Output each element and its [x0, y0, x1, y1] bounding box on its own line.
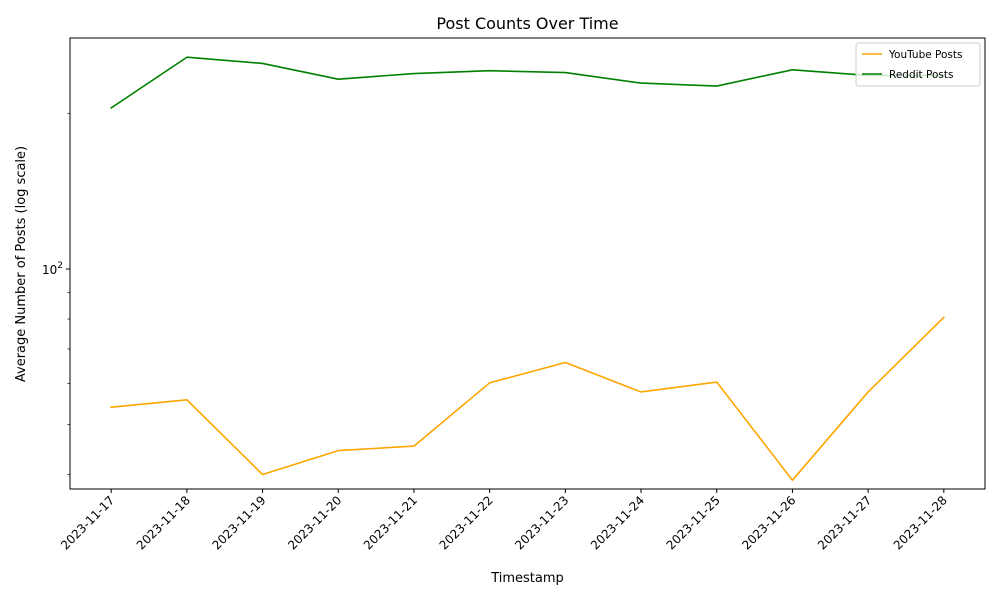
x-axis-title: Timestamp — [490, 571, 564, 586]
y-axis-ticks: 102 — [42, 113, 70, 475]
series-line-reddit-posts — [110, 56, 945, 110]
axes-frame — [69, 37, 986, 490]
y-axis-title: Average Number of Posts (log scale) — [14, 146, 29, 382]
series-line-youtube-posts — [110, 316, 945, 482]
legend-label: Reddit Posts — [889, 69, 953, 81]
legend-label: YouTube Posts — [888, 49, 962, 61]
chart-title: Post Counts Over Time — [436, 14, 618, 33]
y-tick-label: 102 — [42, 261, 63, 277]
legend: YouTube Posts Reddit Posts — [855, 42, 981, 87]
plot-frame — [69, 37, 986, 490]
legend-box — [855, 42, 981, 87]
series-lines — [110, 56, 945, 482]
